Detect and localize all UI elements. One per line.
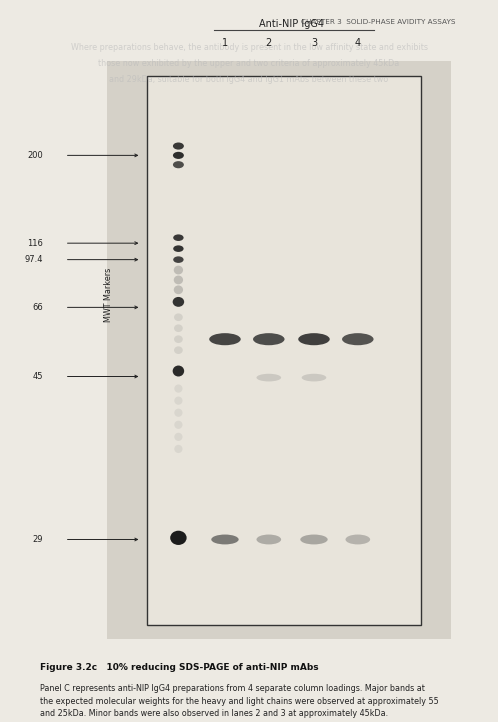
Text: 200: 200 — [27, 151, 43, 160]
Ellipse shape — [174, 445, 182, 453]
Text: 3: 3 — [311, 38, 317, 48]
Ellipse shape — [174, 409, 182, 417]
Ellipse shape — [173, 235, 184, 241]
Ellipse shape — [174, 421, 182, 429]
Ellipse shape — [174, 335, 183, 343]
Ellipse shape — [253, 333, 284, 345]
Ellipse shape — [174, 347, 183, 354]
Ellipse shape — [173, 142, 184, 149]
Text: Panel C represents anti-NIP IgG4 preparations from 4 separate column loadings. M: Panel C represents anti-NIP IgG4 prepara… — [40, 684, 439, 718]
Ellipse shape — [170, 531, 187, 545]
Ellipse shape — [174, 324, 183, 332]
Ellipse shape — [174, 313, 183, 321]
Ellipse shape — [209, 333, 241, 345]
Text: Anti-NIP IgG4: Anti-NIP IgG4 — [259, 19, 324, 30]
Ellipse shape — [174, 266, 183, 274]
Text: CHAPTER 3  SOLID-PHASE AVIDITY ASSAYS: CHAPTER 3 SOLID-PHASE AVIDITY ASSAYS — [301, 19, 456, 25]
Ellipse shape — [298, 333, 330, 345]
Ellipse shape — [174, 396, 182, 405]
Text: Where preparations behave, the antibody is present in the low affinity state and: Where preparations behave, the antibody … — [71, 43, 427, 52]
Ellipse shape — [211, 534, 239, 544]
Text: 45: 45 — [32, 372, 43, 381]
Text: MWT Markers: MWT Markers — [104, 268, 113, 323]
Ellipse shape — [174, 285, 183, 294]
Ellipse shape — [173, 245, 184, 252]
Text: 66: 66 — [32, 303, 43, 312]
Ellipse shape — [174, 276, 183, 284]
Bar — [107, 61, 451, 639]
Ellipse shape — [174, 384, 182, 393]
Text: 97.4: 97.4 — [24, 255, 43, 264]
Text: 4: 4 — [355, 38, 361, 48]
Text: 116: 116 — [27, 239, 43, 248]
Text: those now exhibited by the upper and two criteria of approximately 45kDa: those now exhibited by the upper and two… — [99, 59, 399, 68]
Bar — [147, 76, 421, 625]
Ellipse shape — [302, 374, 326, 381]
Ellipse shape — [173, 365, 184, 376]
Ellipse shape — [256, 374, 281, 381]
Ellipse shape — [256, 534, 281, 544]
Ellipse shape — [346, 534, 370, 544]
Text: Figure 3.2c   10% reducing SDS-PAGE of anti-NIP mAbs: Figure 3.2c 10% reducing SDS-PAGE of ant… — [40, 663, 318, 671]
Text: 1: 1 — [222, 38, 228, 48]
Text: and 29kDa, suitable for both IgG4 and IgG1 mAbs between these two: and 29kDa, suitable for both IgG4 and Ig… — [110, 75, 388, 84]
Text: 2: 2 — [265, 38, 272, 48]
Ellipse shape — [174, 432, 182, 441]
Ellipse shape — [300, 534, 328, 544]
Ellipse shape — [173, 152, 184, 159]
Ellipse shape — [173, 161, 184, 168]
Text: 29: 29 — [32, 535, 43, 544]
Ellipse shape — [173, 297, 184, 307]
Ellipse shape — [342, 333, 374, 345]
Ellipse shape — [173, 256, 184, 263]
